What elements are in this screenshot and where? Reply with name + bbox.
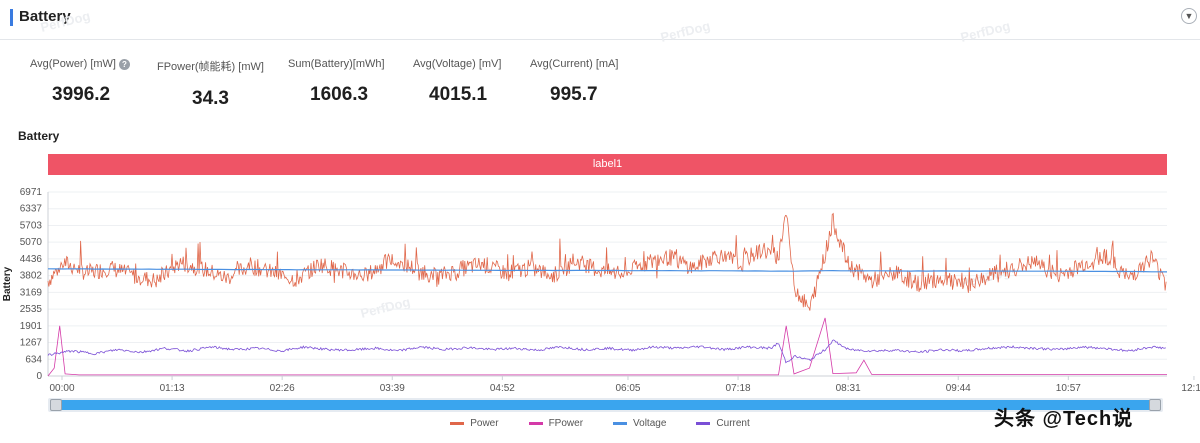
legend-item-voltage[interactable]: Voltage <box>613 418 666 429</box>
battery-chart: 6971 6337 5703 5070 4436 3802 3169 2535 1901 1267… <box>2 187 1200 394</box>
stat-value: 4015.1 <box>429 84 488 105</box>
y-tick-label: 3802 <box>20 271 43 282</box>
legend-swatch <box>696 422 711 425</box>
stat-value: 1606.3 <box>310 84 369 105</box>
series-line-voltage <box>47 268 1168 273</box>
legend-swatch <box>450 422 465 425</box>
legend-swatch <box>613 422 628 425</box>
header-accent-bar <box>10 9 13 26</box>
legend-label: FPower <box>548 418 584 429</box>
brand-watermark: 头条 @Tech说 <box>994 408 1134 430</box>
y-tick-label: 6337 <box>20 204 43 215</box>
legend-item-current[interactable]: Current <box>696 418 750 429</box>
stat-fpower: FPower(帧能耗) [mW] 34.3 <box>157 58 287 110</box>
stat-label: Avg(Current) [mA] <box>530 58 619 70</box>
y-tick-label: 634 <box>25 354 42 365</box>
y-tick-label: 6971 <box>20 187 43 198</box>
x-tick-label: 06:05 <box>615 383 640 394</box>
stat-label: Avg(Power) [mW] <box>30 58 116 70</box>
x-tick-label: 08:31 <box>836 383 861 394</box>
x-tick-label: 12:10 <box>1181 383 1200 394</box>
stat-avg-voltage: Avg(Voltage) [mV] 4015.1 <box>413 58 543 106</box>
legend-swatch <box>528 422 543 425</box>
collapse-chevron-icon[interactable]: ▼ <box>1181 8 1197 24</box>
stat-sum-battery: Sum(Battery)[mWh] 1606.3 <box>288 58 418 106</box>
stat-value: 995.7 <box>550 84 598 105</box>
stat-label: Sum(Battery)[mWh] <box>288 58 385 70</box>
stat-value: 34.3 <box>192 88 229 109</box>
series-line-power <box>47 212 1167 311</box>
x-tick-label: 02:26 <box>270 383 295 394</box>
x-tick-label: 00:00 <box>49 383 74 394</box>
y-tick-label: 1267 <box>20 338 43 349</box>
stat-avg-power: Avg(Power) [mW]? 3996.2 <box>30 58 160 106</box>
panel-title: Battery <box>19 8 71 25</box>
legend-item-power[interactable]: Power <box>450 418 499 429</box>
x-tick-label: 03:39 <box>380 383 405 394</box>
series-line-current <box>47 339 1166 364</box>
stat-label: FPower(帧能耗) [mW] <box>157 61 264 73</box>
y-tick-label: 4436 <box>20 254 43 265</box>
y-tick-label: 1901 <box>20 321 43 332</box>
legend-label: Power <box>470 418 499 429</box>
panel-header: Battery <box>0 0 1200 40</box>
y-tick-label: 2535 <box>20 304 43 315</box>
legend-item-fpower[interactable]: FPower <box>528 418 584 429</box>
y-tick-label: 5070 <box>20 237 43 248</box>
scrollbar-left-handle[interactable] <box>50 399 62 411</box>
y-axis-label: Battery <box>2 266 13 301</box>
time-range-scrollbar[interactable] <box>48 398 1163 412</box>
x-tick-label: 04:52 <box>490 383 515 394</box>
scrollbar-right-handle[interactable] <box>1149 399 1161 411</box>
x-tick-label: 09:44 <box>946 383 971 394</box>
y-tick-label: 3169 <box>20 287 43 298</box>
stat-value: 3996.2 <box>52 84 111 105</box>
label-band[interactable]: label1 <box>48 154 1167 175</box>
series-line-fpower <box>47 317 1167 377</box>
chart-legend: Power FPower Voltage Current <box>0 418 1200 429</box>
y-tick-label: 0 <box>36 371 42 382</box>
x-tick-label: 01:13 <box>160 383 185 394</box>
x-tick-label: 07:18 <box>726 383 751 394</box>
chart-section-title: Battery <box>18 129 60 143</box>
scrollbar-range[interactable] <box>60 400 1151 410</box>
legend-label: Current <box>716 418 750 429</box>
help-icon[interactable]: ? <box>118 58 130 70</box>
x-tick-label: 10:57 <box>1056 383 1081 394</box>
stat-label: Avg(Voltage) [mV] <box>413 58 502 70</box>
stat-avg-current: Avg(Current) [mA] 995.7 <box>530 58 660 106</box>
y-tick-label: 5703 <box>20 220 43 231</box>
legend-label: Voltage <box>633 418 667 429</box>
